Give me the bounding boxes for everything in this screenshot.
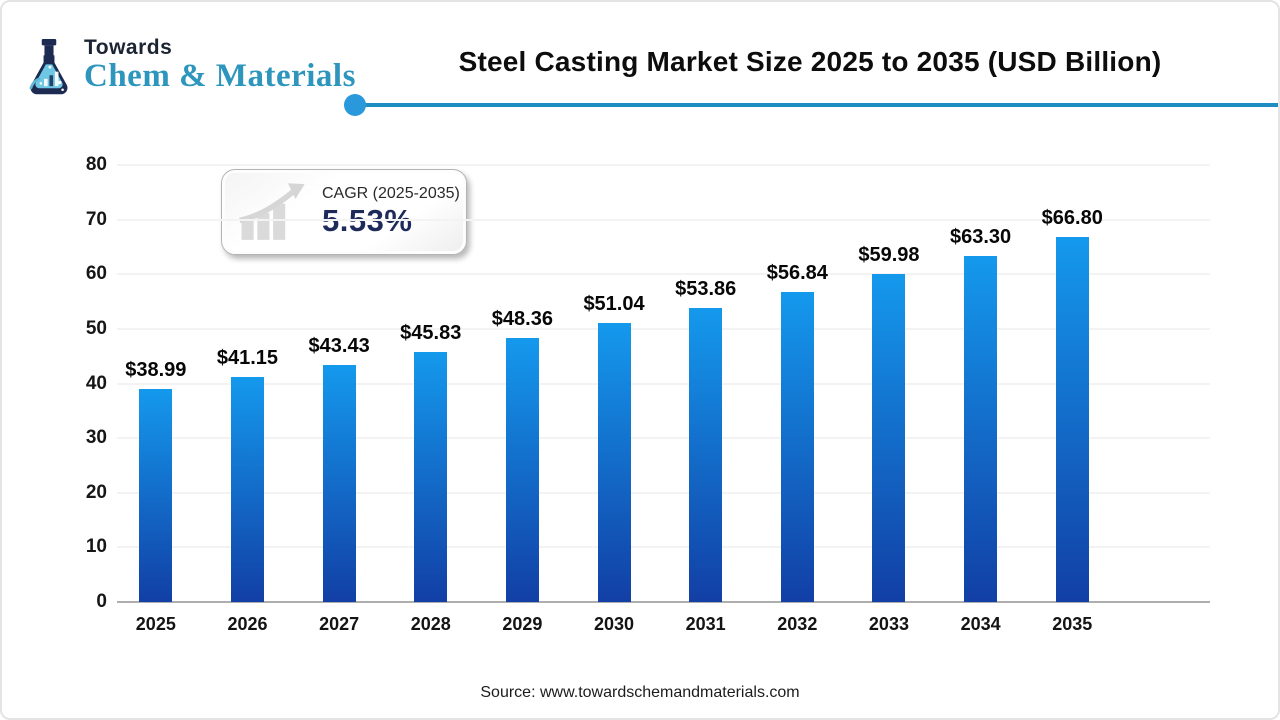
source-text: Source: www.towardschemandmaterials.com xyxy=(480,684,800,701)
gridline-80 xyxy=(117,164,1210,166)
bar-group-2027: $43.43 2027 xyxy=(293,165,385,642)
y-tick-label-30: 30 xyxy=(85,427,107,449)
bar-2029 xyxy=(505,337,539,602)
bar-group-2026: $41.15 2026 xyxy=(202,165,294,642)
bar-2031 xyxy=(689,307,723,602)
title-divider xyxy=(344,94,1278,116)
x-tick-label-2025: 2025 xyxy=(135,614,176,634)
gridline-40 xyxy=(117,382,1210,385)
y-tick-label-50: 50 xyxy=(85,317,107,339)
y-tick-label-40: 40 xyxy=(85,372,107,394)
x-tick-label-2026: 2026 xyxy=(227,614,268,634)
bar-series: $38.99 2025 $41.15 2026 $43.43 2027 $45.83 2028… xyxy=(110,165,1118,642)
y-tick-label-20: 20 xyxy=(85,481,107,503)
brand-text: Towards Chem & Materials xyxy=(84,30,356,95)
bar-2034 xyxy=(964,256,998,602)
bar-2035 xyxy=(1055,237,1089,602)
gridline-20 xyxy=(117,491,1210,494)
bar-value-label-2030: $51.04 xyxy=(583,293,645,316)
bar-group-2025: $38.99 2025 xyxy=(110,165,202,642)
bar-2026 xyxy=(230,377,264,602)
divider-dot-icon xyxy=(344,94,366,116)
y-tick-label-80: 80 xyxy=(85,154,107,175)
y-tick-label-10: 10 xyxy=(85,536,107,558)
gridline-10 xyxy=(117,546,1210,549)
cagr-badge: CAGR (2025-2035) 5.53% xyxy=(221,169,467,255)
flask-icon xyxy=(29,39,68,95)
x-axis-line xyxy=(117,601,1210,603)
x-tick-label-2029: 2029 xyxy=(502,614,543,634)
x-tick-label-2028: 2028 xyxy=(410,614,451,634)
bar-2033 xyxy=(872,274,906,602)
x-tick-label-2032: 2032 xyxy=(777,614,818,634)
bar-value-label-2025: $38.99 xyxy=(125,359,187,382)
brand-logo: Towards Chem & Materials xyxy=(20,30,356,100)
y-tick-label-70: 70 xyxy=(85,208,107,230)
chart-title: Steel Casting Market Size 2025 to 2035 (… xyxy=(458,46,1162,77)
bar-2027 xyxy=(322,364,356,602)
x-tick-label-2031: 2031 xyxy=(685,614,726,634)
bar-value-label-2034: $63.30 xyxy=(950,226,1012,249)
y-axis: 0 10 20 30 40 50 60 70 80 xyxy=(2,154,107,612)
x-tick-label-2033: 2033 xyxy=(868,614,909,634)
cagr-value: 5.53% xyxy=(322,203,413,239)
cagr-texts: CAGR (2025-2035) 5.53% xyxy=(322,185,460,239)
bar-2030 xyxy=(597,323,631,602)
gridline-60 xyxy=(117,273,1210,276)
bar-group-2034: $63.30 2034 xyxy=(935,165,1027,642)
bar-value-label-2028: $45.83 xyxy=(400,321,462,344)
brand-towards: Towards xyxy=(84,36,173,59)
x-tick-label-2035: 2035 xyxy=(1052,614,1093,634)
bar-value-label-2027: $43.43 xyxy=(308,334,370,357)
brand-name: Chem & Materials xyxy=(84,58,356,94)
bar-group-2028: $45.83 2028 xyxy=(385,165,477,642)
cagr-label: CAGR (2025-2035) xyxy=(322,184,460,202)
bar-value-label-2031: $53.86 xyxy=(675,277,737,300)
x-tick-label-2027: 2027 xyxy=(319,614,360,634)
y-tick-label-0: 0 xyxy=(96,591,107,612)
bar-group-2029: $48.36 2029 xyxy=(477,165,569,642)
bar-2025 xyxy=(139,389,173,602)
bar-2032 xyxy=(780,291,814,602)
bar-group-2033: $59.98 2033 xyxy=(843,165,935,642)
bar-group-2035: $66.80 2035 xyxy=(1026,165,1118,642)
y-tick-label-60: 60 xyxy=(85,263,107,285)
gridline-70 xyxy=(117,218,1210,221)
bar-value-label-2035: $66.80 xyxy=(1041,207,1103,230)
x-tick-label-2030: 2030 xyxy=(594,614,635,634)
bar-group-2031: $53.86 2031 xyxy=(660,165,752,642)
gridline-50 xyxy=(117,327,1210,330)
x-tick-label-2034: 2034 xyxy=(960,614,1001,634)
bar-value-label-2033: $59.98 xyxy=(858,244,920,267)
bar-value-label-2026: $41.15 xyxy=(216,347,279,370)
plot-area xyxy=(117,164,1210,603)
bar-group-2030: $51.04 2030 xyxy=(568,165,660,642)
bar-value-label-2032: $56.84 xyxy=(766,261,828,284)
bar-value-label-2029: $48.36 xyxy=(491,307,553,330)
gridline-30 xyxy=(117,437,1210,440)
bar-2028 xyxy=(414,351,448,602)
bar-group-2032: $56.84 2032 xyxy=(751,165,843,642)
